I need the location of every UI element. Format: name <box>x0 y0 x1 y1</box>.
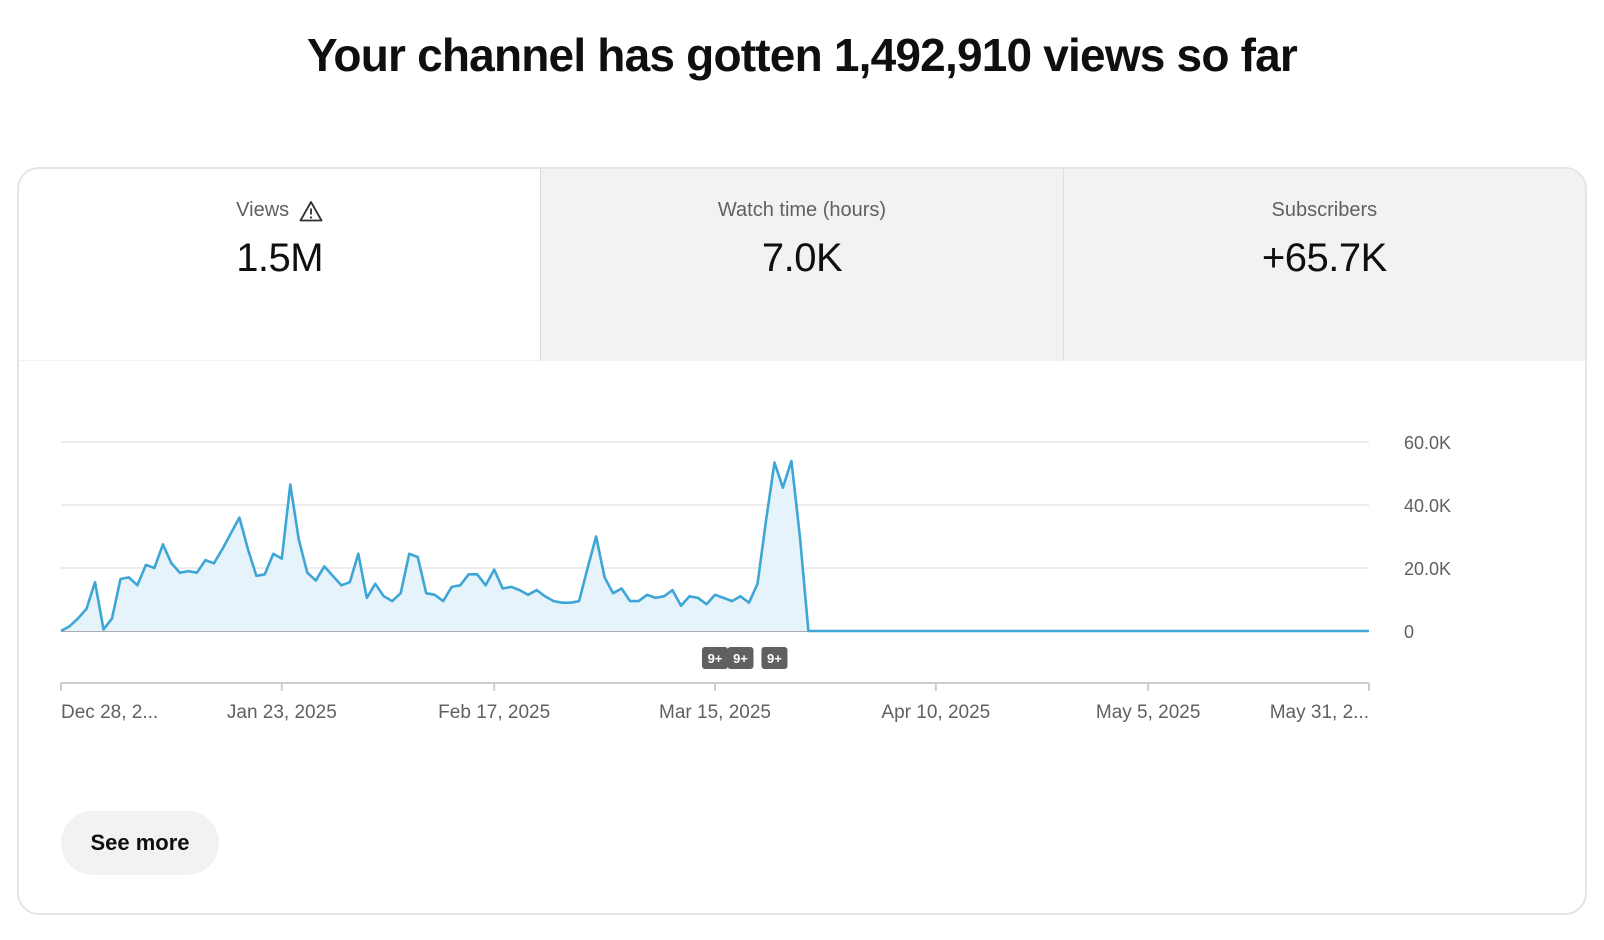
x-tick-label: Feb 17, 2025 <box>438 702 550 723</box>
tab-watch-time-value: 7.0K <box>761 236 843 280</box>
tab-subscribers-label: Subscribers <box>1271 199 1378 221</box>
y-tick-label: 60.0K <box>1404 433 1451 453</box>
tab-watch-time[interactable]: Watch time (hours) 7.0K <box>541 169 1063 361</box>
annotation-badge <box>702 647 728 669</box>
annotation-badge-label: 9+ <box>767 651 782 666</box>
tab-views-value: 1.5M <box>236 236 324 280</box>
annotation-badge-label: 9+ <box>733 651 748 666</box>
x-tick-label: May 31, 2... <box>1270 702 1369 723</box>
tab-watch-time-label: Watch time (hours) <box>717 199 887 221</box>
analytics-card: Views 1.5M Watch time (hours) 7.0K Subsc… <box>17 167 1587 915</box>
views-chart[interactable]: 60.0K 40.0K 20.0K 0 9+ 9+ 9+ Dec 28, 2... Jan 23… <box>19 361 1585 781</box>
tab-views-label: Views <box>236 199 290 221</box>
x-tick-label: Dec 28, 2... <box>61 702 158 723</box>
see-more-button[interactable]: See more <box>61 811 219 875</box>
tab-subscribers[interactable]: Subscribers +65.7K <box>1062 169 1585 361</box>
views-chart-svg: 60.0K 40.0K 20.0K 0 9+ 9+ 9+ Dec 28, 2... Jan 23… <box>60 433 1451 723</box>
x-tick-label: Apr 10, 2025 <box>881 702 990 723</box>
annotation-badge <box>727 647 754 669</box>
x-tick-label: May 5, 2025 <box>1096 702 1201 723</box>
y-tick-label: 20.0K <box>1404 559 1451 579</box>
annotation-badge-label: 9+ <box>708 651 723 666</box>
tab-views[interactable]: Views 1.5M <box>19 169 542 361</box>
metric-tabs: Views 1.5M Watch time (hours) 7.0K Subsc… <box>19 169 1585 361</box>
tab-subscribers-value: +65.7K <box>1261 236 1387 280</box>
views-area <box>61 460 1369 631</box>
y-tick-label: 0 <box>1404 622 1414 642</box>
x-tick-label: Jan 23, 2025 <box>227 702 337 723</box>
warning-icon[interactable] <box>299 200 323 222</box>
views-line <box>60 459 1369 633</box>
page-headline: Your channel has gotten 1,492,910 views … <box>306 29 1298 81</box>
x-tick-label: Mar 15, 2025 <box>659 702 771 723</box>
annotation-badge <box>761 647 788 669</box>
y-tick-label: 40.0K <box>1404 496 1451 516</box>
